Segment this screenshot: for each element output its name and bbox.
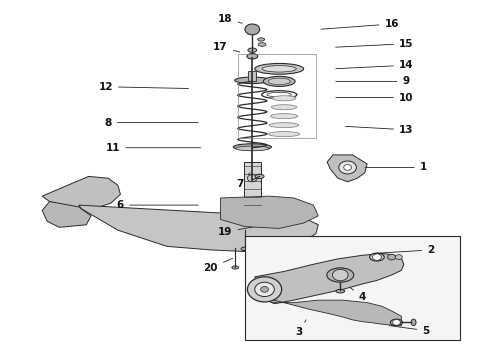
Circle shape [395,255,402,260]
Text: 1: 1 [365,162,427,172]
Text: 11: 11 [106,143,201,153]
Circle shape [247,175,257,182]
Ellipse shape [391,319,403,325]
Text: 8: 8 [104,118,198,128]
Circle shape [343,165,351,170]
Text: 5: 5 [390,325,429,336]
Text: 12: 12 [98,82,189,92]
Circle shape [372,254,381,260]
Ellipse shape [241,247,249,251]
Ellipse shape [247,54,258,59]
Text: 14: 14 [336,60,414,70]
Bar [245,235,460,339]
Polygon shape [42,202,91,227]
Ellipse shape [255,174,264,179]
Polygon shape [327,155,367,182]
Ellipse shape [411,319,416,325]
Circle shape [256,212,262,217]
Circle shape [388,254,395,260]
Circle shape [247,277,282,302]
Circle shape [255,282,274,297]
Polygon shape [79,205,318,252]
Ellipse shape [258,38,265,41]
Polygon shape [260,297,401,326]
Ellipse shape [267,92,292,97]
Text: 13: 13 [345,125,414,135]
Ellipse shape [268,78,290,85]
Text: 20: 20 [203,258,233,273]
Circle shape [243,212,248,217]
Circle shape [332,269,348,281]
Ellipse shape [369,253,384,261]
Ellipse shape [235,77,270,84]
Text: 19: 19 [218,227,252,237]
Text: 6: 6 [117,200,198,210]
Text: 15: 15 [336,39,414,49]
Ellipse shape [263,76,295,86]
Text: 16: 16 [321,19,399,29]
Text: 3: 3 [295,320,306,337]
Text: 2: 2 [375,245,434,255]
Text: 17: 17 [213,42,240,52]
Polygon shape [42,176,121,211]
Polygon shape [255,253,404,304]
Ellipse shape [248,48,257,52]
Bar [239,210,266,220]
Ellipse shape [269,132,300,136]
Ellipse shape [272,96,296,101]
Ellipse shape [233,144,271,150]
Circle shape [245,24,260,35]
Ellipse shape [262,66,296,72]
Ellipse shape [255,63,304,74]
Ellipse shape [236,146,269,151]
Circle shape [392,319,400,325]
Ellipse shape [336,289,344,293]
Text: 18: 18 [218,14,243,24]
Circle shape [339,161,356,174]
Polygon shape [220,196,318,228]
Ellipse shape [232,266,239,269]
Ellipse shape [327,268,354,282]
Text: 4: 4 [350,287,366,302]
Text: 10: 10 [336,93,414,103]
Bar [248,71,256,81]
Bar [244,162,261,211]
Text: 7: 7 [237,173,250,189]
Ellipse shape [271,105,297,110]
Ellipse shape [270,123,299,128]
Ellipse shape [270,114,298,119]
Ellipse shape [258,42,266,46]
Text: 9: 9 [336,76,410,86]
Circle shape [261,287,269,292]
